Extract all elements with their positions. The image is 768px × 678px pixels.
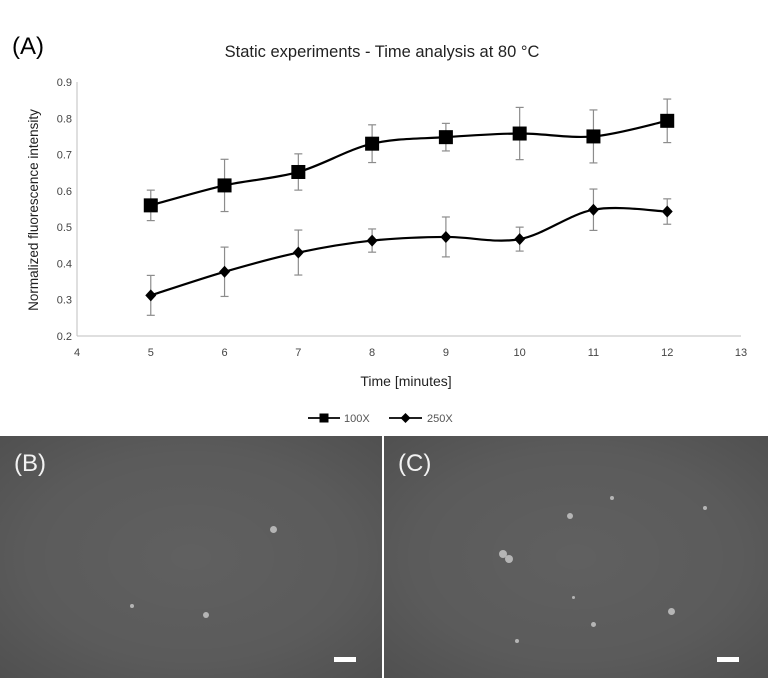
y-tick-label: 0.6 xyxy=(57,186,72,198)
particle xyxy=(505,555,513,563)
data-point xyxy=(587,203,599,216)
legend-label-250x: 250X xyxy=(427,413,453,425)
data-point xyxy=(586,129,601,144)
data-point xyxy=(660,113,675,128)
data-point xyxy=(440,230,452,243)
x-tick-label: 7 xyxy=(295,347,301,359)
series-250x xyxy=(145,188,673,316)
y-tick-label: 0.7 xyxy=(57,150,72,162)
panel-label-c: (C) xyxy=(398,450,432,477)
y-axis-label: Normalized fluorescence intensity xyxy=(26,109,41,311)
data-point xyxy=(291,164,306,179)
particle xyxy=(203,612,209,618)
particle xyxy=(270,526,277,533)
micrograph-b: (B) xyxy=(0,436,382,678)
y-tick-label: 0.2 xyxy=(57,331,72,343)
x-tick-label: 11 xyxy=(588,347,599,359)
data-point xyxy=(365,136,380,151)
data-point xyxy=(217,178,232,193)
micrograph-b-vignette xyxy=(0,436,382,678)
chart-panel-a: (A) Static experiments - Time analysis a… xyxy=(12,33,747,425)
data-point xyxy=(292,246,304,259)
y-tick-label: 0.5 xyxy=(57,222,72,234)
x-tick-label: 8 xyxy=(369,347,375,359)
y-tick-label: 0.9 xyxy=(57,77,72,89)
particle xyxy=(567,513,573,519)
data-point xyxy=(219,265,231,278)
particle xyxy=(515,639,519,643)
chart-title: Static experiments - Time analysis at 80… xyxy=(225,43,540,61)
x-tick-label: 13 xyxy=(735,347,747,359)
data-point xyxy=(661,205,673,218)
x-tick-label: 5 xyxy=(148,347,154,359)
panel-label-a: (A) xyxy=(12,33,44,60)
legend: 100X 250X xyxy=(308,413,453,425)
data-point xyxy=(143,198,158,213)
scale-bar xyxy=(334,657,356,662)
data-point xyxy=(514,233,526,246)
x-axis-label: Time [minutes] xyxy=(360,373,451,389)
particle xyxy=(130,604,134,608)
scale-bar xyxy=(717,657,739,662)
particle xyxy=(703,506,707,510)
data-point xyxy=(145,289,157,302)
legend-marker-100x xyxy=(319,413,329,423)
data-point xyxy=(366,234,378,247)
series-line-250x xyxy=(150,206,668,297)
data-point xyxy=(438,130,453,145)
particle xyxy=(499,550,507,558)
plot-area xyxy=(143,98,675,316)
x-tick-label: 10 xyxy=(514,347,526,359)
legend-label-100x: 100X xyxy=(344,413,370,425)
x-tick-label: 9 xyxy=(443,347,449,359)
micrograph-c-vignette xyxy=(384,436,768,678)
data-point xyxy=(512,126,527,141)
legend-marker-250x xyxy=(400,413,411,423)
x-tick-labels: 4 5 6 7 8 9 10 11 12 13 xyxy=(74,347,747,359)
particle xyxy=(668,608,675,615)
particle xyxy=(610,496,614,500)
y-tick-label: 0.8 xyxy=(57,113,72,125)
micrograph-c: (C) xyxy=(384,436,768,678)
x-tick-label: 6 xyxy=(221,347,227,359)
series-100x xyxy=(143,98,675,222)
particle xyxy=(572,596,575,599)
x-tick-label: 12 xyxy=(661,347,673,359)
y-tick-labels: 0.2 0.3 0.4 0.5 0.6 0.7 0.8 0.9 xyxy=(57,77,72,343)
panel-label-b: (B) xyxy=(14,450,46,477)
x-tick-label: 4 xyxy=(74,347,80,359)
y-tick-label: 0.3 xyxy=(57,295,72,307)
particle xyxy=(591,622,596,627)
y-tick-label: 0.4 xyxy=(57,258,72,270)
